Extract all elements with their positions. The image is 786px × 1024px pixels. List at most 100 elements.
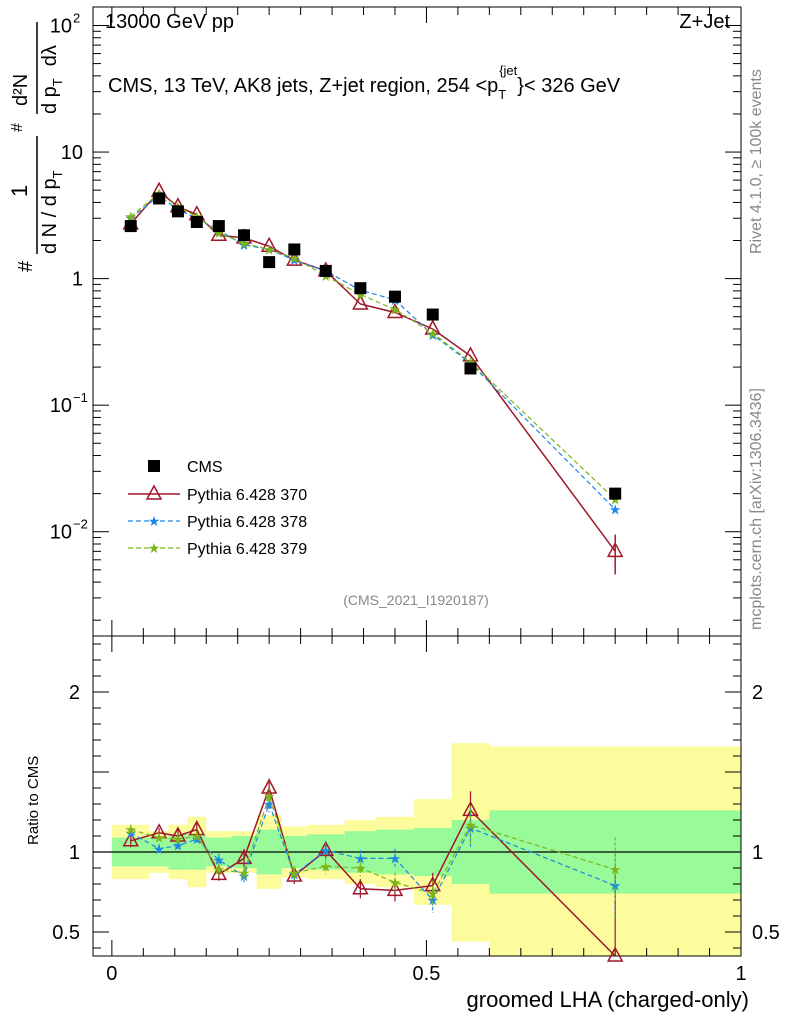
star-marker: ★: [354, 860, 367, 876]
header-beam-label: 13000 GeV pp: [105, 11, 234, 33]
y-tick-label: 10: [50, 522, 72, 544]
legend-marker-379: ★: [128, 540, 180, 556]
data-point: [354, 282, 367, 295]
data-point: [464, 362, 477, 375]
data-point: [288, 243, 301, 256]
star-marker: ★: [426, 886, 439, 902]
rivet-version-label: Rivet 4.1.0, ≥ 100k events: [748, 69, 765, 254]
ylabel-hash-2: #: [9, 123, 26, 132]
star-marker: ★: [288, 252, 301, 268]
analysis-id: (CMS_2021_I1920187): [343, 592, 489, 608]
x-axis-label: groomed LHA (charged-only): [467, 987, 749, 1012]
data-point: [153, 192, 166, 205]
star-marker: ★: [238, 865, 251, 881]
star-marker: ★: [609, 862, 622, 878]
triangle-marker: [424, 876, 441, 892]
y-tick-exponent: −1: [73, 390, 88, 405]
ratio-y-tick-label: 2: [69, 682, 80, 704]
svg-text:★: ★: [148, 513, 161, 529]
ratio-y-axis-label: Ratio to CMS: [25, 756, 42, 845]
star-marker: ★: [426, 325, 439, 341]
ylabel-hash-1: #: [15, 260, 37, 272]
star-marker: ★: [288, 865, 301, 881]
y-tick-label: 10: [50, 15, 72, 37]
ratio-plot-frame: [92, 635, 742, 957]
y-axis-label: # 1 d N / d pT # d²N d pTdλ: [7, 22, 65, 272]
ratio-y-tick-label: 0.5: [52, 922, 80, 944]
star-marker: ★: [213, 852, 226, 868]
star-marker: ★: [389, 302, 402, 318]
legend-label-cms: CMS: [187, 459, 223, 476]
data-point: [212, 220, 225, 233]
star-marker: ★: [153, 841, 166, 857]
ratio-y-tick-label: 1: [69, 842, 80, 864]
star-marker: ★: [354, 850, 367, 866]
ylabel-d2-num: d²N: [10, 74, 32, 106]
triangle-marker: [210, 225, 228, 242]
star-marker: ★: [172, 838, 185, 854]
ylabel-d2-den: d pTdλ: [39, 45, 65, 114]
legend-marker-370: [128, 484, 180, 500]
data-point: [319, 264, 332, 277]
star-marker: ★: [426, 327, 439, 343]
data-point: [426, 308, 439, 321]
ratio-y-tick-label-right: 2: [752, 682, 763, 704]
plot-title: CMS, 13 TeV, AK8 jets, Z+jet region, 254…: [108, 63, 621, 102]
triangle-marker: [462, 346, 479, 362]
star-marker: ★: [426, 892, 439, 908]
data-point: [237, 229, 250, 242]
triangle-marker: [260, 236, 278, 253]
x-tick-label: 0.5: [413, 963, 441, 985]
ratio-plot-marks: ★★ ★ ★★★★★★ ★ ★★★★★ ★ ★ ★★ ★★★ ★ ★★★★★: [122, 778, 624, 962]
y-tick-label: 10: [61, 142, 83, 164]
star-marker: ★: [464, 817, 477, 833]
star-marker: ★: [263, 241, 276, 257]
legend-label-370: Pythia 6.428 370: [187, 487, 307, 504]
ylabel-frac-den: d N / d pT: [39, 170, 65, 254]
data-point: [190, 216, 203, 229]
star-marker: ★: [609, 501, 622, 517]
triangle-marker: [352, 879, 369, 895]
legend-marker-cms: [148, 460, 160, 472]
star-marker: ★: [213, 862, 226, 878]
plot-title-sub: T: [498, 87, 506, 102]
triangle-marker: [122, 831, 140, 847]
triangle-marker: [210, 864, 228, 881]
data-point: [388, 290, 401, 303]
star-marker: ★: [153, 830, 166, 846]
svg-text:★: ★: [148, 540, 161, 556]
x-tick-label: 0: [106, 963, 117, 985]
series-line-2: [130, 192, 616, 500]
star-marker: ★: [124, 822, 137, 838]
x-tick-label: 1: [735, 963, 746, 985]
main-plot-marks: ★★★★★★★★★★★★★★★★★★★★★★★★★★★★: [122, 181, 624, 575]
star-marker: ★: [389, 874, 402, 890]
triangle-marker: [286, 250, 303, 266]
data-point: [124, 220, 137, 233]
star-marker: ★: [389, 850, 402, 866]
data-point: [171, 205, 184, 218]
star-marker: ★: [263, 788, 276, 804]
ylabel-frac-num: 1: [7, 185, 32, 197]
mcplots-label: mcplots.cern.ch [arXiv:1306.3436]: [748, 388, 765, 630]
y-tick-exponent: −2: [73, 517, 88, 532]
star-marker: ★: [319, 842, 332, 858]
star-marker: ★: [172, 831, 185, 847]
legend-label-378: Pythia 6.428 378: [187, 514, 307, 531]
triangle-marker: [386, 302, 404, 319]
y-tick-label: 10: [50, 395, 72, 417]
legend-label-379: Pythia 6.428 379: [187, 541, 307, 558]
data-point: [263, 256, 276, 269]
legend: CMS Pythia 6.428 370 ★ Pythia 6.428 378 …: [128, 459, 307, 558]
y-tick-exponent: 2: [73, 10, 80, 25]
ratio-y-tick-label-right: 0.5: [752, 922, 780, 944]
triangle-marker: [286, 866, 303, 882]
plot-title-close: }< 326 GeV: [517, 75, 621, 97]
plot-title-sup: {jet: [499, 63, 517, 78]
triangle-marker: [386, 880, 404, 897]
legend-marker-378: ★: [128, 513, 180, 529]
ratio-y-tick-label-right: 1: [752, 842, 763, 864]
triangle-marker: [235, 848, 253, 865]
